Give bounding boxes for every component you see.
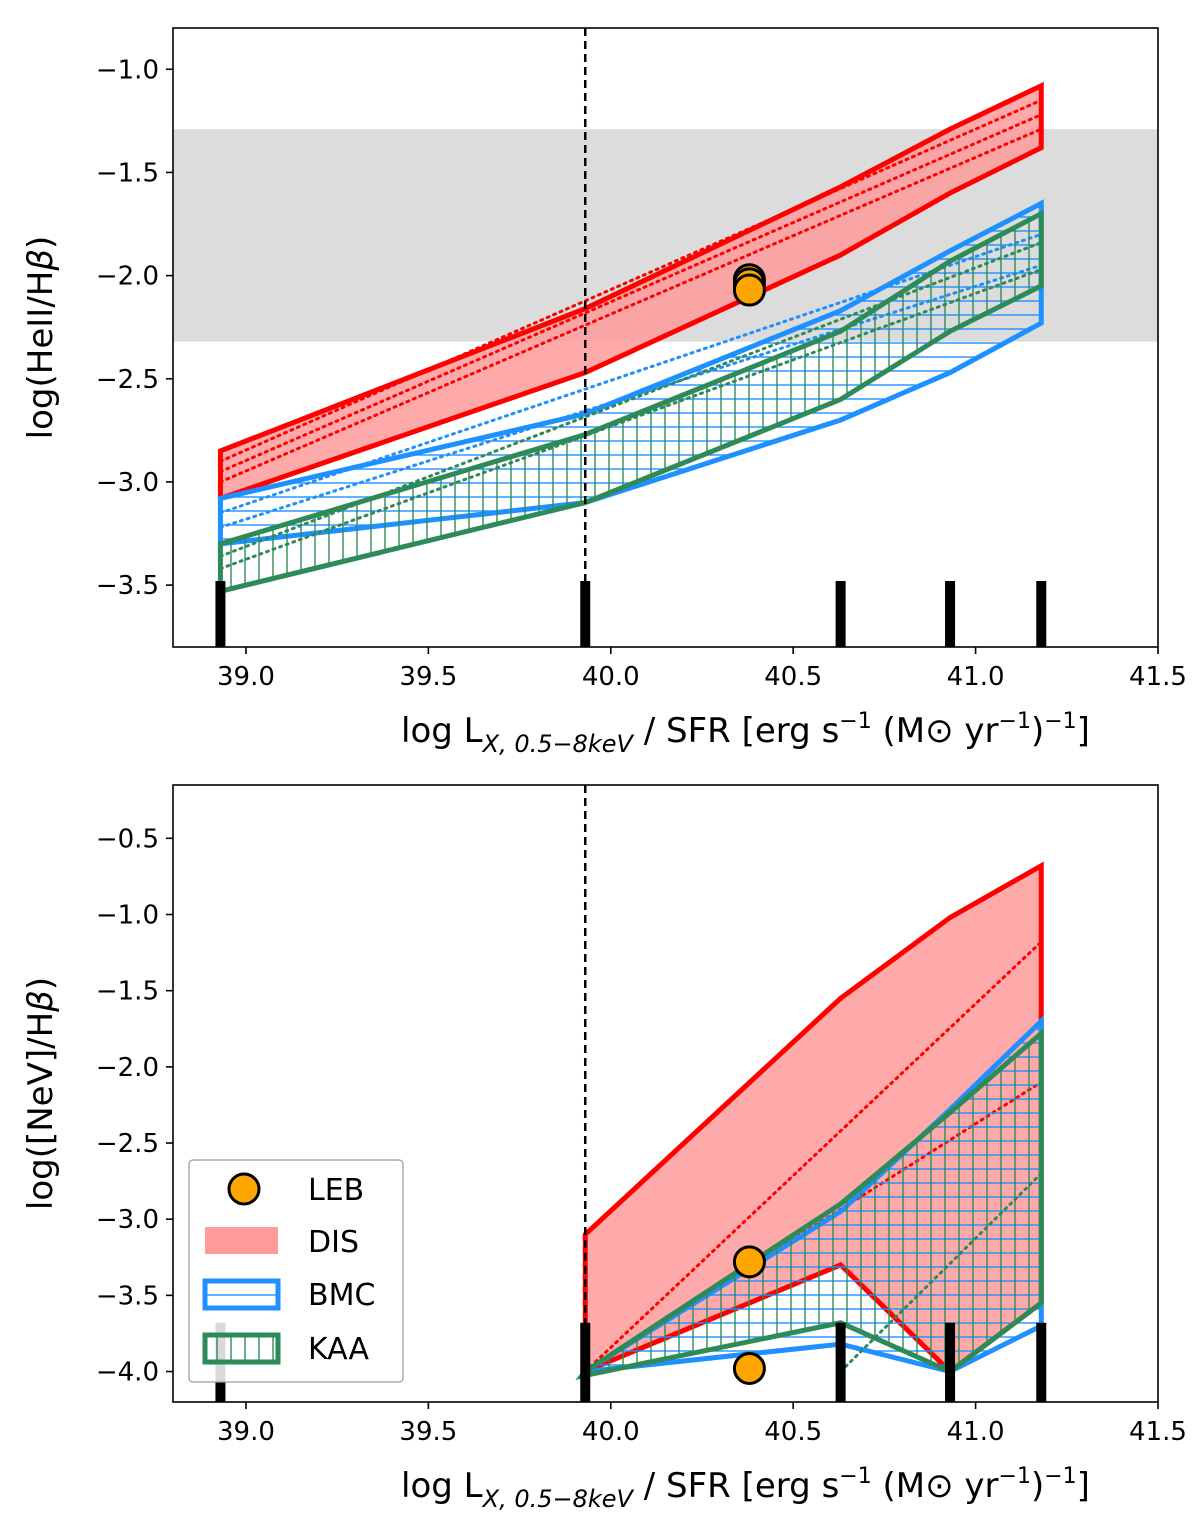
y-tick-label: −3.0 [96,468,159,498]
dis-model-line-1 [218,113,1043,474]
legend-dis-swatch [205,1227,278,1254]
kaa-model-line-0 [218,241,1043,558]
x-tick-label: 41.0 [947,1417,1005,1447]
y-tick-label: −3.5 [96,571,159,601]
x-tick-label: 41.5 [1129,662,1187,692]
legend-frame [188,1159,404,1383]
y-tick-label: −1.5 [96,977,159,1007]
leb-point-1 [732,1351,766,1385]
x-axis-label: log LX, 0.5−8keV / SFR [erg s−1 (M⊙ yr−1… [401,1464,1090,1513]
y-tick-label: −1.5 [96,158,159,188]
y-tick-label: −1.0 [96,900,159,930]
plot-area [173,28,1158,647]
plot-area [215,785,1047,1402]
y-tick-label: −2.5 [96,1129,159,1159]
legend-kaa-label: KAA [308,1332,370,1367]
x-tick-label: 40.5 [764,662,822,692]
legend-kaa-swatch [202,1332,281,1365]
y-axis-label: log([NeV]/Hβ) [21,977,61,1210]
legend-leb-label: LEB [308,1173,364,1208]
x-tick-label: 41.0 [947,662,1005,692]
legend-dis-label: DIS [308,1225,359,1260]
leb-point-0 [732,1245,766,1279]
x-tick-label: 39.5 [399,662,457,692]
x-tick-label: 39.5 [399,1417,457,1447]
axes-frame [172,27,1159,648]
y-tick-label: −2.0 [96,262,159,292]
y-tick-label: −3.5 [96,1281,159,1311]
x-tick-label: 39.0 [217,1417,275,1447]
legend-leb-marker [227,1172,261,1206]
x-tick-label: 41.5 [1129,1417,1187,1447]
axes-frame [172,784,1159,1403]
y-tick-label: −2.5 [96,365,159,395]
dis-band-outline [217,81,1044,502]
y-tick-label: −0.5 [96,824,159,854]
x-tick-label: 40.5 [764,1417,822,1447]
y-tick-label: −2.0 [96,1053,159,1083]
legend: LEB DIS BMC KAA [188,1159,404,1383]
x-tick-label: 40.0 [582,1417,640,1447]
kaa-band-outline [217,209,1044,595]
y-tick-label: −4.0 [96,1358,159,1388]
dis-model-line-0 [583,940,1043,1374]
legend-bmc-label: BMC [308,1278,375,1313]
x-tick-label: 40.0 [582,662,640,692]
legend-bmc-swatch [202,1278,281,1311]
dis-model-line-2 [218,127,1043,484]
x-tick-label: 39.0 [217,662,275,692]
y-tick-label: −3.0 [96,1205,159,1235]
dis-model-line-0 [218,98,1043,463]
bmc-band-fill [220,203,1042,544]
kaa-band-outline [575,1027,1044,1380]
leb-point-2 [732,273,766,307]
bmc-model-line-0 [218,232,1043,515]
panel-bottom-nev: 39.0 39.5 40.0 40.5 41.0 41.5 −0.5 −1.0 −1.5 −2.0… [21,784,1187,1513]
kaa-band-fill [581,1033,1042,1377]
y-axis-label: log(HeII/Hβ) [21,236,61,440]
x-axis-label: log LX, 0.5−8keV / SFR [erg s−1 (M⊙ yr−1… [401,709,1090,758]
kaa-model-line-1 [218,267,1043,571]
y-tick-label: −1.0 [96,55,159,85]
kaa-model-line-0 [839,1171,1043,1374]
panel-top-helii: 39.0 39.5 40.0 40.5 41.0 41.5 −1.0 −1.5 −2.0 −2.5… [21,27,1187,758]
kaa-band-fill [220,213,1042,592]
